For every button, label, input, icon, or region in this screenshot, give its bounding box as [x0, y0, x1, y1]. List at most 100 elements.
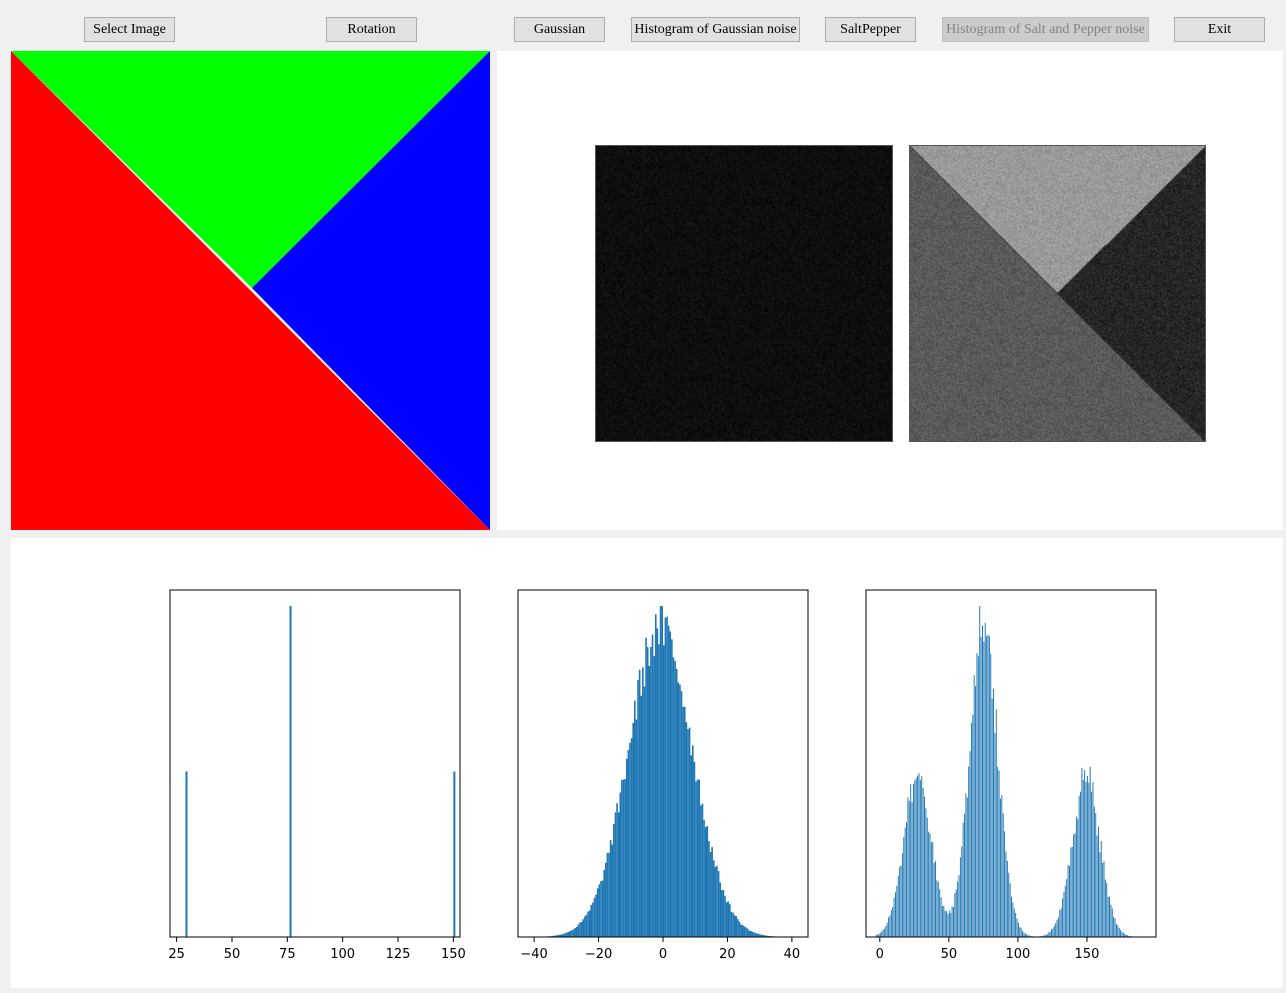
histogram-bar: [710, 852, 712, 937]
histogram-bar: [666, 617, 668, 937]
histogram-bar: [736, 916, 738, 937]
histogram-bar: [903, 837, 904, 937]
rotation-button[interactable]: Rotation: [326, 17, 417, 42]
histogram-bar: [599, 884, 601, 937]
axes-frame: [170, 590, 460, 937]
select-image-button[interactable]: Select Image: [84, 17, 175, 42]
histogram-bar: [895, 892, 896, 937]
histogram-bar: [1005, 852, 1006, 937]
histogram-bar: [1001, 795, 1002, 937]
x-tick-label: 25: [168, 947, 185, 962]
histogram-bar: [611, 845, 613, 937]
x-tick-label: 100: [330, 947, 355, 962]
x-tick-label: 0: [876, 947, 884, 962]
histogram-bar: [1004, 831, 1005, 937]
histogram-bar: [946, 911, 947, 937]
histogram-bar: [1008, 873, 1009, 937]
histogram-bar: [907, 797, 908, 937]
gaussian-button[interactable]: Gaussian: [514, 17, 605, 42]
exit-button[interactable]: Exit: [1174, 17, 1265, 42]
histogram-bar: [615, 812, 617, 937]
histogram-bar: [707, 826, 709, 937]
histogram-bar: [576, 927, 578, 937]
x-tick-label: 75: [279, 947, 296, 962]
histogram-bar: [1011, 897, 1012, 937]
histogram-bar: [692, 746, 694, 937]
histogram-bar: [1110, 905, 1111, 937]
histogram-bar: [657, 628, 659, 937]
histogram-bar: [972, 715, 973, 937]
histogram-bar: [594, 898, 596, 937]
histogram-bar: [939, 889, 940, 937]
histogram-bar: [1090, 767, 1091, 937]
histogram-bar: [737, 919, 739, 937]
histogram-bar: [889, 915, 890, 937]
histogram-bar: [906, 822, 907, 937]
histogram-bar: [578, 924, 580, 937]
histogram-bar: [1050, 932, 1051, 937]
histogram-bar: [1072, 847, 1073, 937]
histogram-bar: [994, 733, 995, 937]
histogram-bar: [887, 923, 888, 937]
histogram-bar: [964, 814, 965, 937]
histogram-bar: [1007, 861, 1008, 937]
histogram-bar: [935, 861, 936, 937]
histogram-bar: [960, 857, 961, 937]
histogram-saltpepper-button[interactable]: Histogram of Salt and Pepper noise: [942, 17, 1149, 42]
histogram-bar: [1055, 923, 1056, 937]
histogram-bar: [928, 832, 929, 937]
histogram-bar: [918, 773, 919, 937]
histogram-bar: [684, 707, 686, 937]
histogram-bar: [290, 606, 292, 937]
histogram-bar: [938, 882, 939, 937]
histogram-bar: [1123, 933, 1124, 937]
histogram-bar: [1023, 932, 1024, 937]
histogram-bar: [947, 914, 948, 937]
histogram-bar: [721, 890, 723, 937]
histogram-bar: [740, 925, 742, 937]
histogram-bar: [613, 824, 615, 937]
histogram-bar: [742, 925, 744, 937]
histogram-bar: [1059, 910, 1060, 937]
histogram-bar: [682, 707, 684, 937]
histogram-bar: [905, 828, 906, 937]
histogram-bar: [1121, 932, 1122, 937]
histogram-bar: [652, 635, 654, 937]
histogram-bar: [945, 911, 946, 937]
histogram-bar: [678, 682, 680, 937]
histogram-bar: [1054, 926, 1055, 937]
histogram-bar: [570, 931, 572, 937]
histogram-bar: [626, 759, 628, 937]
histogram-bar: [661, 606, 663, 937]
histogram-bar: [1099, 852, 1100, 937]
x-tick-label: 125: [386, 947, 411, 962]
histogram-bar: [1063, 892, 1064, 937]
x-tick-label: 40: [784, 947, 801, 962]
histogram-bar: [713, 860, 715, 937]
saltpepper-button[interactable]: SaltPepper: [825, 17, 916, 42]
histogram-bar: [899, 867, 900, 937]
histogram-bar: [965, 793, 966, 937]
histogram-bar: [597, 888, 599, 937]
histogram-bar: [694, 762, 696, 937]
histogram-bar: [974, 675, 975, 937]
histogram-gaussian-button[interactable]: Histogram of Gaussian noise: [631, 17, 800, 42]
histogram-bar: [650, 647, 652, 937]
histogram-bar: [716, 866, 718, 937]
histogram-bar: [963, 823, 964, 937]
histogram-bar: [923, 788, 924, 937]
histogram-bar: [1018, 923, 1019, 937]
histogram-bar: [674, 661, 676, 937]
histogram-bar: [655, 614, 657, 937]
x-tick-label: 20: [719, 947, 736, 962]
histogram-bar: [881, 931, 882, 937]
histogram-bar: [698, 780, 700, 937]
x-tick-label: 150: [1075, 947, 1100, 962]
histogram-bar: [610, 840, 612, 937]
histogram-bar: [1066, 879, 1067, 937]
histogram-bar: [1094, 806, 1095, 937]
histogram-bar: [971, 723, 972, 937]
histogram-bar: [968, 766, 969, 937]
histogram-bar: [1106, 883, 1107, 937]
